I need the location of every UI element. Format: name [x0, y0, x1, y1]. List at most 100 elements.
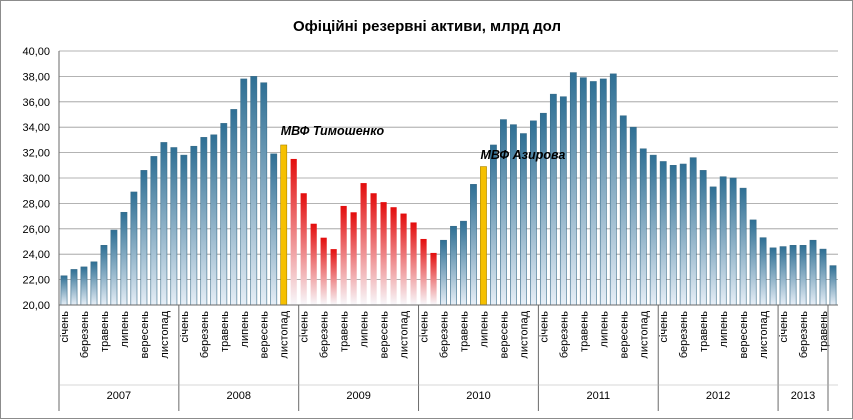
bar	[549, 93, 557, 306]
month-label: вересень	[738, 311, 750, 359]
month-labels: січень березень травень липень вересень листо…	[59, 310, 830, 358]
month-label: листопад	[159, 310, 171, 358]
bar	[210, 134, 218, 306]
month-label: березень	[678, 311, 690, 358]
year-label: 2007	[107, 390, 131, 402]
bar	[280, 144, 288, 306]
bar	[380, 202, 387, 305]
month-label: вересень	[259, 311, 271, 359]
bar	[579, 77, 587, 306]
month-label: січень	[59, 311, 71, 343]
month-label: вересень	[498, 311, 510, 359]
month-label: вересень	[618, 311, 630, 359]
annotation: МВФ Азирова	[480, 148, 565, 162]
bar	[330, 249, 337, 305]
bar	[420, 238, 427, 305]
bar	[589, 81, 597, 306]
bar	[649, 154, 657, 306]
y-tick-label: 24,00	[22, 249, 50, 261]
bar	[160, 142, 168, 306]
month-label: вересень	[139, 311, 151, 359]
month-label: січень	[179, 311, 191, 343]
bar	[569, 72, 577, 306]
bar	[290, 158, 297, 305]
y-tick-label: 32,00	[22, 148, 50, 160]
year-label: 2011	[586, 390, 610, 402]
bar	[759, 237, 767, 306]
bar	[390, 207, 397, 305]
bar	[719, 176, 727, 306]
bar	[609, 73, 617, 306]
year-label: 2012	[706, 390, 730, 402]
bar	[140, 170, 148, 306]
y-tick-label: 28,00	[22, 198, 50, 210]
y-tick-label: 40,00	[22, 46, 50, 58]
y-tick-label: 38,00	[22, 71, 50, 83]
bar	[170, 147, 178, 306]
bar	[410, 222, 417, 305]
y-tick-label: 30,00	[22, 173, 50, 185]
month-label: березень	[558, 311, 570, 358]
bar	[440, 239, 447, 306]
bar	[789, 245, 797, 306]
bar	[190, 145, 198, 306]
bar	[799, 245, 807, 306]
month-label: березень	[79, 311, 91, 358]
month-label: березень	[439, 311, 451, 358]
bar	[659, 161, 667, 306]
month-label: листопад	[518, 310, 530, 358]
bar	[200, 137, 208, 306]
bar	[250, 76, 258, 306]
bars	[60, 72, 837, 306]
month-label: липень	[239, 311, 251, 348]
bar	[769, 247, 777, 306]
year-label: 2008	[227, 390, 251, 402]
month-label: січень	[778, 311, 790, 343]
month-label: травень	[458, 311, 470, 352]
month-label: листопад	[638, 310, 650, 358]
bar	[669, 165, 677, 306]
bar	[679, 163, 687, 306]
month-label: липень	[119, 311, 131, 348]
bar	[110, 229, 118, 306]
bar	[699, 170, 707, 306]
bar	[220, 123, 228, 306]
month-label: липень	[478, 311, 490, 348]
year-labels: 2007 2008 2009 2010 2011 2012 2013	[58, 305, 838, 411]
y-tick-label: 34,00	[22, 122, 50, 134]
bar	[300, 193, 307, 305]
bar	[320, 237, 327, 305]
month-label: березень	[319, 311, 331, 358]
bar	[150, 156, 158, 306]
bar	[180, 154, 188, 306]
month-label: січень	[419, 311, 431, 343]
bar	[450, 225, 457, 306]
bar	[639, 148, 647, 306]
gridlines	[59, 50, 838, 306]
bar	[400, 213, 407, 305]
bar	[120, 211, 128, 306]
bar	[739, 187, 747, 306]
month-label: березень	[199, 311, 211, 358]
bar	[689, 157, 697, 306]
month-label: травень	[818, 311, 830, 352]
bar	[559, 96, 567, 306]
bar	[470, 184, 477, 306]
bar	[60, 275, 68, 306]
bar	[430, 252, 437, 305]
month-label: травень	[219, 311, 231, 352]
x-axis	[58, 51, 838, 306]
month-label: липень	[718, 311, 730, 348]
month-label: травень	[99, 311, 111, 352]
bar	[629, 126, 637, 306]
annotation: МВФ Тимошенко	[281, 124, 385, 138]
bar	[480, 166, 487, 306]
y-tick-label: 20,00	[22, 300, 50, 312]
bar	[90, 261, 98, 306]
year-label: 2009	[346, 390, 370, 402]
bar	[599, 78, 607, 306]
bar	[310, 223, 317, 305]
month-label: травень	[339, 311, 351, 352]
